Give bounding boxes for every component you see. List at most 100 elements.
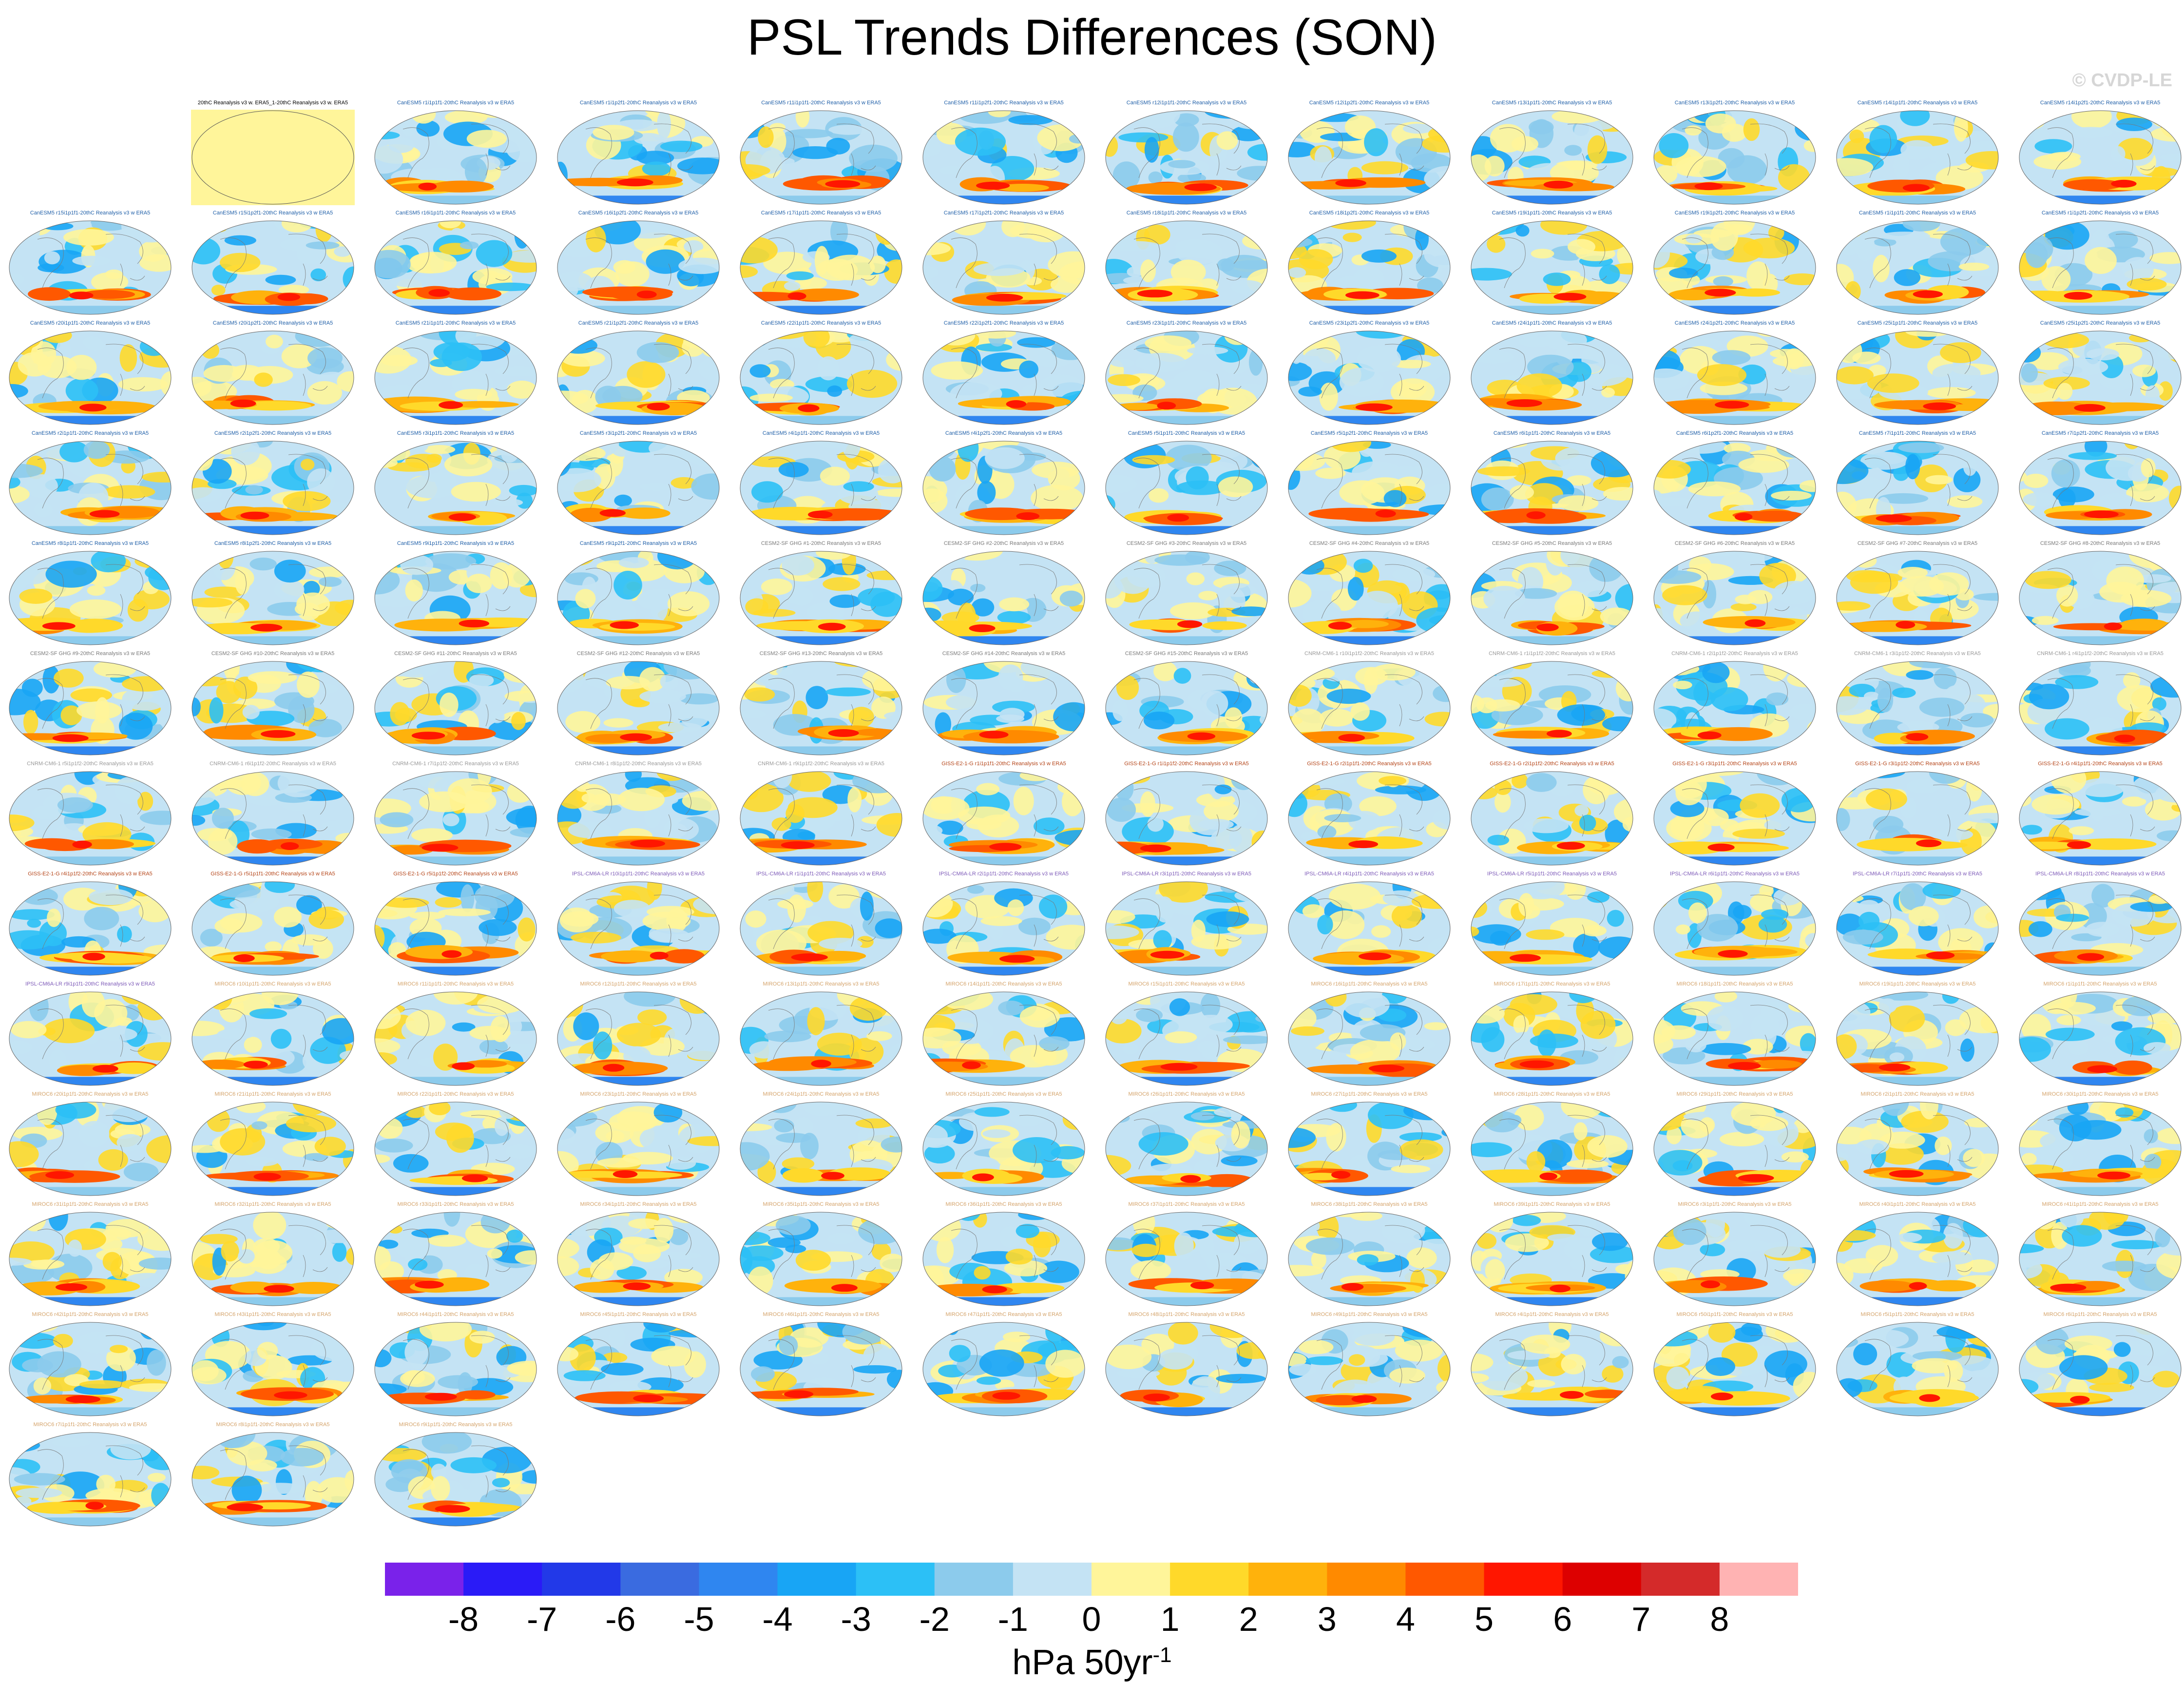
panel-label: MIROC6 r16i1p1f1-20thC Reanalysis v3 w E…: [1311, 981, 1428, 987]
map-globe: [557, 1322, 720, 1416]
map-panel: CanESM5 r22i1p1f1-20thC Reanalysis v3 w …: [733, 320, 909, 430]
globe-outline: [740, 991, 902, 1086]
panel-label: GISS-E2-1-G r1i1p1f2-20thC Reanalysis v3…: [1124, 761, 1249, 767]
globe-outline: [192, 991, 354, 1086]
trend-field: [192, 661, 354, 755]
map-panel: MIROC6 r7i1p1f1-20thC Reanalysis v3 w ER…: [2, 1422, 178, 1532]
map-panel: CanESM5 r14i1p2f1-20thC Reanalysis v3 w …: [2012, 100, 2184, 210]
globe-outline: [1653, 991, 1816, 1086]
map-panel: GISS-E2-1-G r5i1p1f2-20thC Reanalysis v3…: [368, 871, 543, 981]
map-panel: MIROC6 r6i1p1f1-20thC Reanalysis v3 w ER…: [2012, 1312, 2184, 1422]
panel-label: MIROC6 r18i1p1f1-20thC Reanalysis v3 w E…: [1676, 981, 1793, 987]
map-panel: MIROC6 r49i1p1f1-20thC Reanalysis v3 w E…: [1282, 1312, 1457, 1422]
panel-label: MIROC6 r50i1p1f1-20thC Reanalysis v3 w E…: [1676, 1312, 1793, 1317]
panel-label: MIROC6 r39i1p1f1-20thC Reanalysis v3 w E…: [1494, 1201, 1610, 1207]
map-globe: [192, 881, 354, 976]
globe-outline: [740, 1322, 902, 1416]
panel-label: GISS-E2-1-G r3i1p1f2-20thC Reanalysis v3…: [1855, 761, 1980, 767]
globe-outline: [1288, 330, 1451, 425]
globe-outline: [1288, 1212, 1451, 1306]
colorbar-segment: [385, 1563, 464, 1596]
map-globe: [192, 771, 354, 866]
map-panel: CanESM5 r23i1p2f1-20thC Reanalysis v3 w …: [1282, 320, 1457, 430]
globe-outline: [1288, 881, 1451, 976]
map-globe: [192, 991, 354, 1086]
panel-label: CanESM5 r12i1p1f1-20thC Reanalysis v3 w …: [1126, 100, 1247, 106]
panel-label: CESM2-SF GHG #10-20thC Reanalysis v3 w E…: [211, 651, 335, 657]
map-panel: MIROC6 r40i1p1f1-20thC Reanalysis v3 w E…: [1830, 1201, 2005, 1312]
globe-outline: [922, 220, 1085, 315]
map-globe: [2019, 441, 2182, 535]
trend-field: [1471, 992, 1633, 1085]
globe-outline: [922, 661, 1085, 755]
panel-label: CanESM5 r24i1p2f1-20thC Reanalysis v3 w …: [1674, 320, 1795, 326]
colorbar-tick-label: 5: [1475, 1600, 1494, 1638]
panel-label: CanESM5 r19i1p1f1-20thC Reanalysis v3 w …: [1492, 210, 1612, 216]
map-panel: MIROC6 r4i1p1f1-20thC Reanalysis v3 w ER…: [1464, 1312, 1640, 1422]
panel-label: IPSL-CM6A-LR r6i1p1f1-20thC Reanalysis v…: [1670, 871, 1800, 877]
trend-field: [740, 111, 902, 204]
panel-label: IPSL-CM6A-LR r8i1p1f1-20thC Reanalysis v…: [2035, 871, 2165, 877]
panel-label: CanESM5 r21i1p1f1-20thC Reanalysis v3 w …: [395, 320, 516, 326]
map-globe: [1288, 661, 1451, 755]
map-globe: [1288, 991, 1451, 1086]
panel-label: GISS-E2-1-G r3i1p1f1-20thC Reanalysis v3…: [1672, 761, 1797, 767]
map-panel: MIROC6 r19i1p1f1-20thC Reanalysis v3 w E…: [1830, 981, 2005, 1091]
map-globe: [1836, 1102, 1999, 1196]
globe-outline: [374, 110, 537, 205]
map-globe: [740, 661, 902, 755]
panel-label: CanESM5 r25i1p2f1-20thC Reanalysis v3 w …: [2040, 320, 2161, 326]
panel-label: MIROC6 r45i1p1f1-20thC Reanalysis v3 w E…: [580, 1312, 697, 1317]
trend-field: [9, 882, 171, 975]
map-panel: CanESM5 r1i1p1f1-20thC Reanalysis v3 w E…: [368, 100, 543, 210]
trend-field: [2019, 772, 2181, 865]
map-panel: CanESM5 r19i1p2f1-20thC Reanalysis v3 w …: [1647, 210, 1822, 320]
map-panel: MIROC6 r31i1p1f1-20thC Reanalysis v3 w E…: [2, 1201, 178, 1312]
trend-field: [1106, 992, 1267, 1085]
trend-field: [192, 992, 354, 1085]
trend-field: [1837, 551, 1998, 645]
trend-field: [9, 1322, 171, 1416]
globe-outline: [1836, 441, 1999, 535]
map-globe: [1653, 991, 1816, 1086]
panel-label: MIROC6 r15i1p1f1-20thC Reanalysis v3 w E…: [1128, 981, 1245, 987]
trend-field: [1837, 331, 1998, 425]
map-panel: MIROC6 r16i1p1f1-20thC Reanalysis v3 w E…: [1282, 981, 1457, 1091]
map-globe: [922, 330, 1085, 425]
trend-field: [9, 772, 171, 865]
map-panel: CanESM5 r1i1p2f1-20thC Reanalysis v3 w E…: [2012, 210, 2184, 320]
trend-field: [192, 1102, 354, 1196]
map-globe: [1105, 441, 1268, 535]
trend-field: [375, 221, 536, 314]
trend-field: [1288, 441, 1450, 535]
trend-field: [557, 551, 719, 645]
globe-outline: [1653, 551, 1816, 645]
globe-outline: [1288, 1322, 1451, 1416]
map-panel: MIROC6 r9i1p1f1-20thC Reanalysis v3 w ER…: [368, 1422, 543, 1532]
map-panel: CanESM5 r21i1p2f1-20thC Reanalysis v3 w …: [551, 320, 726, 430]
panel-label: MIROC6 r36i1p1f1-20thC Reanalysis v3 w E…: [945, 1201, 1062, 1207]
map-panel: CanESM5 r18i1p1f1-20thC Reanalysis v3 w …: [1099, 210, 1274, 320]
map-globe: [9, 661, 172, 755]
globe-outline: [9, 661, 172, 755]
map-panel: CNRM-CM6-1 r1i1p1f2-20thC Reanalysis v3 …: [1464, 651, 1640, 761]
trend-field: [2019, 1212, 2181, 1306]
map-globe: [1836, 1322, 1999, 1416]
panel-label: GISS-E2-1-G r2i1p1f1-20thC Reanalysis v3…: [1307, 761, 1432, 767]
globe-outline: [1105, 551, 1268, 645]
map-panel: CanESM5 r4i1p2f1-20thC Reanalysis v3 w E…: [916, 430, 1092, 541]
map-panel: CanESM5 r2i1p2f1-20thC Reanalysis v3 w E…: [185, 430, 361, 541]
trend-field: [1654, 1212, 1816, 1306]
panel-label: GISS-E2-1-G r2i1p1f2-20thC Reanalysis v3…: [1490, 761, 1614, 767]
map-panel: MIROC6 r24i1p1f1-20thC Reanalysis v3 w E…: [733, 1091, 909, 1201]
map-panel: CanESM5 r17i1p1f1-20thC Reanalysis v3 w …: [733, 210, 909, 320]
globe-outline: [192, 1432, 354, 1527]
map-globe: [1653, 220, 1816, 315]
panel-label: CESM2-SF GHG #9-20thC Reanalysis v3 w ER…: [30, 651, 151, 657]
trend-field: [557, 772, 719, 865]
map-globe: [192, 1322, 354, 1416]
trend-field: [1106, 772, 1267, 865]
map-panel: IPSL-CM6A-LR r5i1p1f1-20thC Reanalysis v…: [1464, 871, 1640, 981]
trend-field: [1654, 1102, 1816, 1196]
